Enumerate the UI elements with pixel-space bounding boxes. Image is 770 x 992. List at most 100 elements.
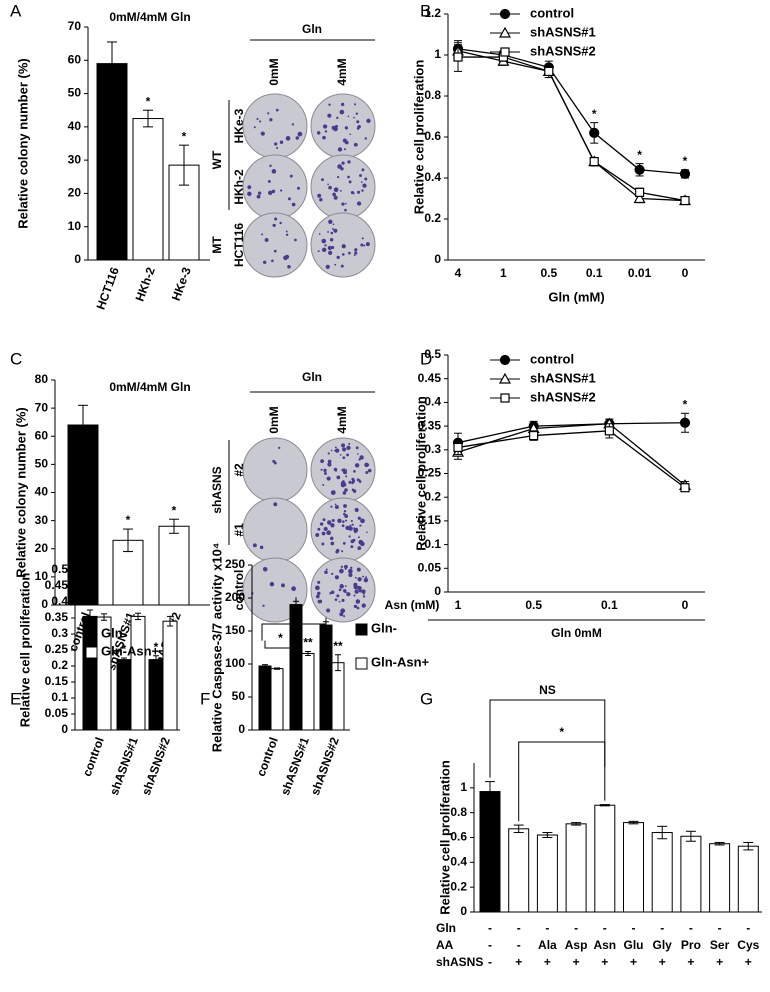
colony-dot [334, 125, 338, 128]
significance-star: ** [303, 636, 313, 650]
colony-dot [326, 530, 331, 536]
legend-label: shASNS#1 [530, 370, 596, 385]
colony-dot [341, 161, 345, 165]
colony-dot [260, 131, 265, 136]
row-label: control [232, 570, 246, 611]
colony-dot [328, 185, 332, 190]
table-cell: - [488, 955, 492, 969]
x-tick-label: HKe-3 [169, 265, 194, 303]
series-line [458, 56, 686, 202]
colony-dot [361, 168, 365, 172]
colony-dot [321, 542, 325, 546]
colony-dot [365, 242, 370, 247]
colony-dot [291, 586, 296, 592]
marker [499, 8, 511, 20]
y-tick-label: 60 [68, 52, 82, 66]
colony-dot [348, 572, 353, 578]
colony-dot [342, 468, 346, 471]
y-tick-label: 0.8 [450, 805, 467, 819]
colony-dot [272, 223, 276, 228]
y-tick-label: 0 [61, 722, 68, 736]
colony-dot [334, 598, 338, 601]
colony-dot [357, 585, 362, 590]
colony-dot [274, 217, 278, 221]
y-tick-label: 50 [232, 689, 246, 703]
x-tick-label: 0.1 [601, 598, 618, 612]
y-axis-label: Relative colony number (%) [15, 58, 30, 228]
colony-dot [343, 504, 347, 508]
colony-dot [351, 488, 355, 492]
colony-dot [317, 527, 321, 531]
colony-dot [328, 522, 331, 525]
colony-dot [339, 584, 344, 589]
y-tick-label: 0.2 [51, 658, 68, 672]
colony-dot [336, 548, 340, 553]
colony-dot [339, 454, 342, 456]
table-cell: - [545, 921, 549, 935]
colony-dot [318, 233, 321, 235]
x-axis-label: Asn (mM) [385, 598, 440, 612]
y-tick-label: 50 [68, 86, 82, 100]
legend-swatch [355, 623, 368, 636]
colony-dot [259, 545, 264, 550]
colony-dot [256, 194, 261, 199]
colony-dot [342, 447, 347, 452]
colony-well [310, 497, 376, 563]
colony-dot [357, 516, 361, 520]
colony-dot [343, 148, 346, 151]
colony-dot [285, 136, 291, 141]
colony-dot [323, 526, 328, 532]
colony-dot [332, 192, 336, 197]
colony-dot [333, 195, 338, 200]
colony-dot [324, 244, 327, 247]
colony-dot [326, 608, 331, 613]
table-cell: - [574, 921, 578, 935]
bar [651, 832, 673, 913]
colony-dot [363, 244, 366, 247]
legend-swatch [85, 628, 98, 641]
x-tick-label: 0 [682, 598, 689, 612]
y-tick-label: 0 [434, 584, 441, 598]
colony-dot [355, 599, 361, 604]
colony-dot [340, 608, 346, 614]
colony-dot [256, 117, 259, 121]
colony-dot [336, 255, 340, 260]
legend-label: Gln- [371, 620, 397, 635]
colony-dot [342, 491, 347, 495]
y-tick-label: 0.45 [418, 371, 442, 385]
colony-dot [321, 178, 324, 182]
colony-dot [342, 479, 345, 483]
colony-dot [359, 174, 362, 177]
bracket-label: * [559, 725, 564, 739]
legend-label: shASNS#2 [530, 389, 596, 404]
colony-dot [345, 475, 348, 478]
colony-dot [342, 541, 346, 545]
y-axis-label: Relative Caspase-3/7 activity x10⁴ [209, 543, 224, 753]
table-cell: Asn [593, 938, 616, 952]
series-line [457, 50, 686, 202]
table-cell: Ser [710, 938, 730, 952]
table-cell: + [601, 955, 608, 969]
bracket [489, 699, 606, 778]
y-tick-label: 0.1 [51, 690, 68, 704]
colony-dot [287, 265, 291, 269]
y-tick-label: 10 [35, 569, 49, 583]
significance-star: * [146, 94, 151, 108]
table-cell: - [689, 921, 693, 935]
y-tick-label: 70 [35, 400, 49, 414]
panel-label: E [10, 689, 21, 708]
y-tick-label: 80 [35, 372, 49, 386]
y-tick-label: 0.35 [418, 418, 442, 432]
colony-dot [361, 589, 366, 594]
colony-dot [353, 116, 355, 119]
colony-dot [361, 189, 364, 192]
table-cell: + [745, 955, 752, 969]
bracket [264, 597, 297, 649]
row-label: shASNS [436, 955, 483, 969]
colony-dot [353, 470, 356, 473]
colony-dot [324, 130, 328, 133]
table-cell: - [488, 938, 492, 952]
colony-dot [334, 263, 337, 266]
row-label: HCT116 [232, 223, 246, 267]
